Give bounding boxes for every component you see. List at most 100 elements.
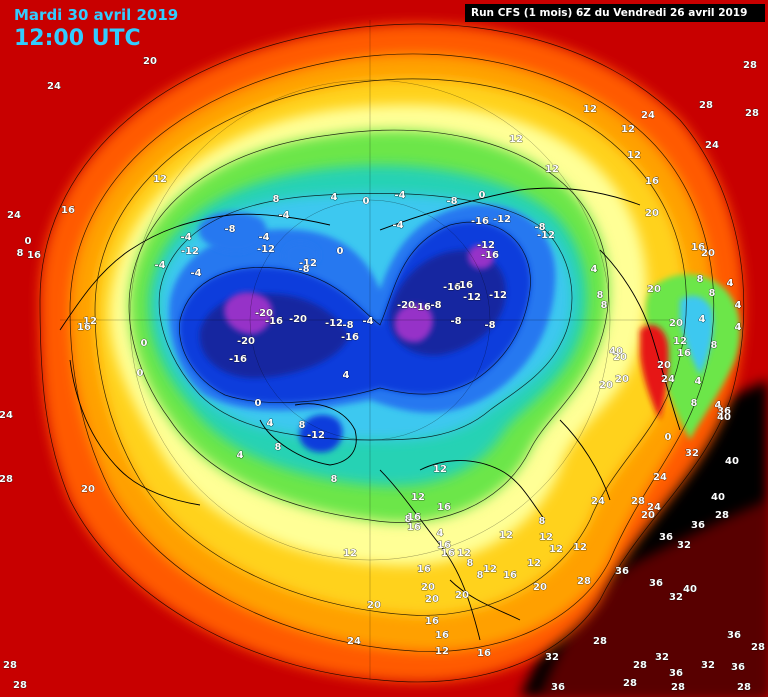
temperature-label: 20	[657, 360, 671, 371]
temperature-label: 4	[331, 192, 338, 203]
temperature-label: 8	[697, 274, 704, 285]
temperature-label: 4	[591, 264, 598, 275]
temperature-label: 28	[633, 660, 647, 671]
temperature-label: 16	[645, 176, 659, 187]
temperature-label: -16	[229, 354, 247, 365]
temperature-label: 40	[717, 412, 731, 423]
temperature-label: -20	[255, 308, 273, 319]
temperature-label: 8	[601, 300, 608, 311]
temperature-label: -20	[289, 314, 307, 325]
temperature-label: 16	[437, 502, 451, 513]
temperature-label: -16	[481, 250, 499, 261]
temperature-label: 24	[47, 81, 61, 92]
temperature-label: -12	[477, 240, 495, 251]
temperature-label: 40	[609, 346, 623, 357]
temperature-label: 0	[337, 246, 344, 257]
temperature-label: 12	[499, 530, 513, 541]
temperature-label: -12	[181, 246, 199, 257]
temperature-label: 4	[437, 528, 444, 539]
temperature-label: -12	[537, 230, 555, 241]
temperature-label: -16	[265, 316, 283, 327]
temperature-label: 16	[437, 540, 451, 551]
temperature-label: 16	[77, 322, 91, 333]
temperature-label: -12	[257, 244, 275, 255]
temperature-label: 20	[143, 56, 157, 67]
temperature-label: -20	[397, 300, 415, 311]
coastlines	[59, 187, 681, 641]
temperature-label: 12	[583, 104, 597, 115]
temperature-label: -4	[278, 210, 289, 221]
temperature-label: 36	[649, 578, 663, 589]
temperature-label: 0	[25, 236, 32, 247]
deep-blue-zone	[199, 250, 506, 379]
temperature-label: 12	[83, 316, 97, 327]
temperature-label: 24	[591, 496, 605, 507]
temperature-label: -12	[299, 258, 317, 269]
temperature-label: 4	[695, 376, 702, 387]
temperature-label: 20	[367, 600, 381, 611]
red-band-asia	[640, 325, 669, 420]
temperature-label: -8	[342, 320, 353, 331]
temperature-label: -4	[392, 220, 403, 231]
temperature-label: -12	[493, 214, 511, 225]
temperature-label: 4	[715, 400, 722, 411]
temperature-label: 16	[61, 205, 75, 216]
temperature-label: 16	[503, 570, 517, 581]
temperature-label: 24	[705, 140, 719, 151]
temperature-label: 28	[593, 636, 607, 647]
temperature-label: 24	[7, 210, 21, 221]
temperature-label: 8	[405, 514, 412, 525]
temperature-label: 32	[677, 540, 691, 551]
temperature-label: 16	[677, 348, 691, 359]
temperature-label: 28	[13, 680, 27, 691]
forecast-date: Mardi 30 avril 2019	[14, 6, 179, 24]
temperature-label: 20	[455, 590, 469, 601]
temperature-label: 36	[615, 566, 629, 577]
temperature-label: 28	[745, 108, 759, 119]
temperature-label: 8	[299, 420, 306, 431]
temperature-label: 36	[727, 630, 741, 641]
temperature-label: 36	[691, 520, 705, 531]
temperature-label: 20	[421, 582, 435, 593]
graticule	[60, 20, 680, 680]
temperature-label: -8	[298, 264, 309, 275]
temperature-label: 16	[435, 630, 449, 641]
temperature-label: 40	[711, 492, 725, 503]
temperature-label: 4	[727, 278, 734, 289]
temperature-label: 20	[669, 318, 683, 329]
purple-core-america	[224, 292, 273, 335]
temperature-label: 24	[661, 374, 675, 385]
temperature-label: 12	[435, 646, 449, 657]
temperature-label: 0	[479, 190, 486, 201]
temperature-label: 4	[735, 322, 742, 333]
temperature-label: 24	[347, 636, 361, 647]
temperature-label: 28	[577, 576, 591, 587]
temperature-label: 4	[267, 418, 274, 429]
temperature-label: 28	[699, 100, 713, 111]
temperature-label: 12	[343, 548, 357, 559]
temperature-label: 32	[685, 448, 699, 459]
temperature-label: 16	[407, 522, 421, 533]
temperature-label: -12	[463, 292, 481, 303]
temperature-label: 16	[425, 616, 439, 627]
temperature-label: -16	[341, 332, 359, 343]
temperature-label: -4	[190, 268, 201, 279]
temperature-label: 12	[627, 150, 641, 161]
temperature-label: 8	[273, 194, 280, 205]
temperature-label: -4	[362, 316, 373, 327]
temperature-label: 24	[641, 110, 655, 121]
temperature-label: 20	[615, 374, 629, 385]
temperature-label: -8	[534, 222, 545, 233]
temperature-label: 28	[715, 510, 729, 521]
temperature-label: 12	[539, 532, 553, 543]
temperature-label: -8	[446, 196, 457, 207]
temperature-label: 24	[647, 502, 661, 513]
temperature-label: 28	[751, 642, 765, 653]
temperature-label: 20	[701, 248, 715, 259]
temperature-label: 28	[0, 474, 13, 485]
temperature-label: 40	[725, 456, 739, 467]
temperature-label: -16	[443, 282, 461, 293]
temperature-label: 0	[255, 398, 262, 409]
temperature-label: 0	[141, 338, 148, 349]
